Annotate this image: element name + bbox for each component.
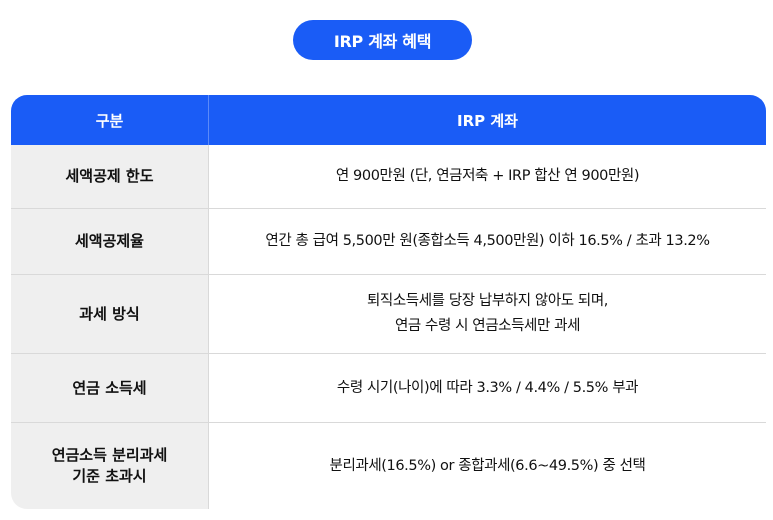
badge-title: IRP 계좌 혜택 xyxy=(333,32,432,51)
irp-benefits-title-badge: IRP 계좌 혜택 xyxy=(293,20,472,60)
irp-benefits-table: 구분 IRP 계좌 세액공제 한도 연 900만원 (단, 연금저축 + IRP… xyxy=(11,95,766,509)
table-row: 과세 방식 퇴직소득세를 당장 납부하지 않아도 되며, 연금 수령 시 연금소… xyxy=(11,274,766,353)
table-body: 세액공제 한도 연 900만원 (단, 연금저축 + IRP 합산 연 900만… xyxy=(11,145,766,509)
row-label: 연금 소득세 xyxy=(11,354,209,422)
table-row: 세액공제 한도 연 900만원 (단, 연금저축 + IRP 합산 연 900만… xyxy=(11,145,766,208)
table-header: 구분 IRP 계좌 xyxy=(11,95,766,145)
header-irp-account: IRP 계좌 xyxy=(457,111,518,130)
table-row: 세액공제율 연간 총 급여 5,500만 원(종합소득 4,500만원) 이하 … xyxy=(11,208,766,274)
row-value: 분리과세(16.5%) or 종합과세(6.6~49.5%) 중 선택 xyxy=(329,457,646,474)
row-value: 연 900만원 (단, 연금저축 + IRP 합산 연 900만원) xyxy=(335,168,640,184)
header-category: 구분 xyxy=(11,95,209,145)
row-value: 연간 총 급여 5,500만 원(종합소득 4,500만원) 이하 16.5% … xyxy=(265,233,710,249)
row-label: 세액공제율 xyxy=(11,209,209,274)
row-label: 세액공제 한도 xyxy=(11,145,209,208)
row-label: 과세 방식 xyxy=(11,275,209,353)
table-row: 연금 소득세 수령 시기(나이)에 따라 3.3% / 4.4% / 5.5% … xyxy=(11,353,766,422)
row-value: 퇴직소득세를 당장 납부하지 않아도 되며, 연금 수령 시 연금소득세만 과세 xyxy=(366,293,609,334)
row-value: 수령 시기(나이)에 따라 3.3% / 4.4% / 5.5% 부과 xyxy=(336,379,639,396)
table-row: 연금소득 분리과세 기준 초과시 분리과세(16.5%) or 종합과세(6.6… xyxy=(11,422,766,509)
row-label: 연금소득 분리과세 기준 초과시 xyxy=(11,423,209,509)
